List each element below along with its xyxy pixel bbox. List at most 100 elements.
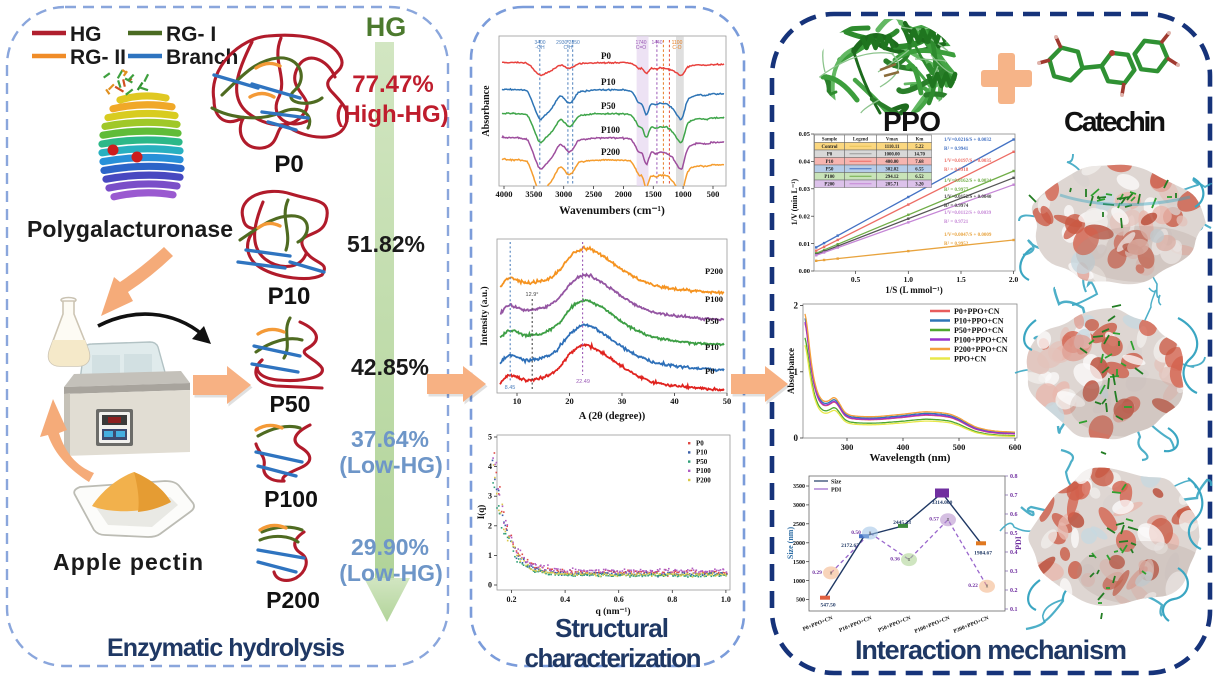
svg-text:3000: 3000 [555,189,572,199]
svg-text:x: x [947,517,950,523]
svg-text:0.57: 0.57 [929,517,939,523]
svg-text:2500: 2500 [793,522,805,528]
svg-text:1440: 1440 [651,40,662,46]
svg-text:1: 1 [794,367,799,377]
svg-text:A (2θ (degree)): A (2θ (degree)) [579,411,646,422]
svg-text:x: x [830,570,833,576]
svg-text:2.0: 2.0 [1009,275,1019,284]
svg-text:1500: 1500 [645,189,662,199]
svg-text:77.47%: 77.47% [352,71,433,98]
svg-text:P10: P10 [696,449,708,457]
svg-text:1500: 1500 [793,560,805,566]
svg-text:PPO+CN: PPO+CN [954,354,986,363]
svg-text:4: 4 [488,462,492,471]
svg-text:500: 500 [953,442,966,452]
svg-text:1/V=0.0216/S + 0.0032: 1/V=0.0216/S + 0.0032 [944,138,992,143]
svg-text:P50+PPO+CN: P50+PPO+CN [877,615,911,634]
svg-text:P0: P0 [274,151,303,178]
svg-text:1/V=0.0197/S + 0.0035: 1/V=0.0197/S + 0.0035 [944,159,992,164]
svg-text:3500: 3500 [793,484,805,490]
svg-text:I(q): I(q) [476,505,486,520]
svg-text:1/V=0.0162/S + 0.0034: 1/V=0.0162/S + 0.0034 [944,179,992,184]
svg-text:PDI: PDI [1014,536,1023,550]
svg-text:3400: 3400 [534,40,545,46]
svg-text:0.05: 0.05 [799,131,811,138]
svg-text:P200: P200 [696,476,711,484]
svg-text:0.36: 0.36 [890,557,900,563]
svg-text:1984.67: 1984.67 [974,550,992,556]
svg-text:P50: P50 [270,391,311,417]
svg-text:R² = 0.9952: R² = 0.9952 [944,241,969,247]
svg-text:P10: P10 [601,77,616,87]
svg-text:285.71: 285.71 [885,182,899,187]
svg-text:2: 2 [794,301,799,311]
svg-text:2445.33: 2445.33 [893,520,911,526]
svg-text:PPO: PPO [883,106,941,137]
svg-text:P100+PPO+CN: P100+PPO+CN [954,335,1008,344]
svg-text:P100: P100 [824,175,835,180]
svg-text:294.12: 294.12 [885,175,899,180]
svg-text:1: 1 [488,551,492,560]
svg-text:600: 600 [1009,442,1022,452]
svg-text:P0: P0 [696,440,704,448]
svg-text:P0: P0 [827,152,833,157]
svg-text:5.22: 5.22 [915,145,924,150]
svg-text:0.6: 0.6 [1010,512,1018,518]
svg-text:22.49: 22.49 [576,379,590,385]
svg-text:0.2: 0.2 [1010,588,1018,594]
svg-text:P10+PPO+CN: P10+PPO+CN [838,615,872,634]
svg-text:2500: 2500 [585,189,602,199]
svg-text:x: x [908,557,911,563]
svg-text:C-H: C-H [564,45,573,51]
svg-text:1.5: 1.5 [956,275,966,284]
svg-text:400: 400 [897,442,910,452]
svg-text:P100+PPO+CN: P100+PPO+CN [914,615,951,635]
svg-text:14.70: 14.70 [914,152,925,157]
svg-text:HG: HG [70,23,102,46]
svg-text:1/V=0.0112/S + 0.0039: 1/V=0.0112/S + 0.0039 [944,211,992,216]
svg-text:Apple pectin: Apple pectin [53,549,203,575]
svg-text:1740: 1740 [635,40,646,46]
svg-text:PDI: PDI [831,488,842,494]
svg-text:P200+PPO+CN: P200+PPO+CN [954,345,1008,354]
svg-text:R² = 0.9974: R² = 0.9974 [944,203,969,209]
svg-text:P50+PPO+CN: P50+PPO+CN [954,326,1004,335]
svg-text:(Low-HG): (Low-HG) [339,560,442,586]
svg-text:Sample: Sample [822,137,837,142]
svg-text:2000: 2000 [615,189,632,199]
svg-text:R² = 0.9941: R² = 0.9941 [944,146,969,152]
svg-text:P10+PPO+CN: P10+PPO+CN [954,316,1004,325]
svg-text:10: 10 [513,396,522,406]
svg-text:0.4: 0.4 [1010,550,1018,556]
svg-text:R² = 0.9977: R² = 0.9977 [944,187,969,193]
svg-text:1000: 1000 [793,579,805,585]
svg-text:2000: 2000 [793,541,805,547]
svg-text:0.6: 0.6 [614,595,624,604]
svg-text:37.64%: 37.64% [351,426,429,452]
svg-text:0.5: 0.5 [1010,531,1018,537]
svg-text:3000: 3000 [793,503,805,509]
svg-text:(High-HG): (High-HG) [335,101,448,128]
svg-text:P50: P50 [696,458,708,466]
svg-text:Size (nm): Size (nm) [786,527,795,560]
svg-text:2172.67: 2172.67 [841,543,859,549]
svg-text:Wavenumbers (cm⁻¹): Wavenumbers (cm⁻¹) [559,205,665,217]
svg-text:HG: HG [366,12,407,42]
svg-text:P50: P50 [601,101,616,111]
svg-text:P0: P0 [601,51,611,61]
svg-text:0.02: 0.02 [799,213,810,220]
svg-text:-OH: -OH [535,45,545,51]
svg-text:1000: 1000 [675,189,692,199]
svg-text:P50: P50 [826,167,834,172]
svg-text:1100: 1100 [672,40,683,46]
svg-text:P0+PPO+CN: P0+PPO+CN [802,615,834,632]
svg-text:12.9°: 12.9° [526,292,539,298]
svg-text:3500: 3500 [525,189,542,199]
svg-text:7.68: 7.68 [915,160,924,165]
svg-text:Control: Control [822,145,839,150]
svg-text:1/V (min L⁻¹): 1/V (min L⁻¹) [790,178,799,225]
svg-text:R² = 0.9721: R² = 0.9721 [944,219,969,225]
svg-text:29.90%: 29.90% [351,534,429,560]
svg-text:Enzymatic hydrolysis: Enzymatic hydrolysis [107,634,345,662]
svg-text:50: 50 [723,396,732,406]
